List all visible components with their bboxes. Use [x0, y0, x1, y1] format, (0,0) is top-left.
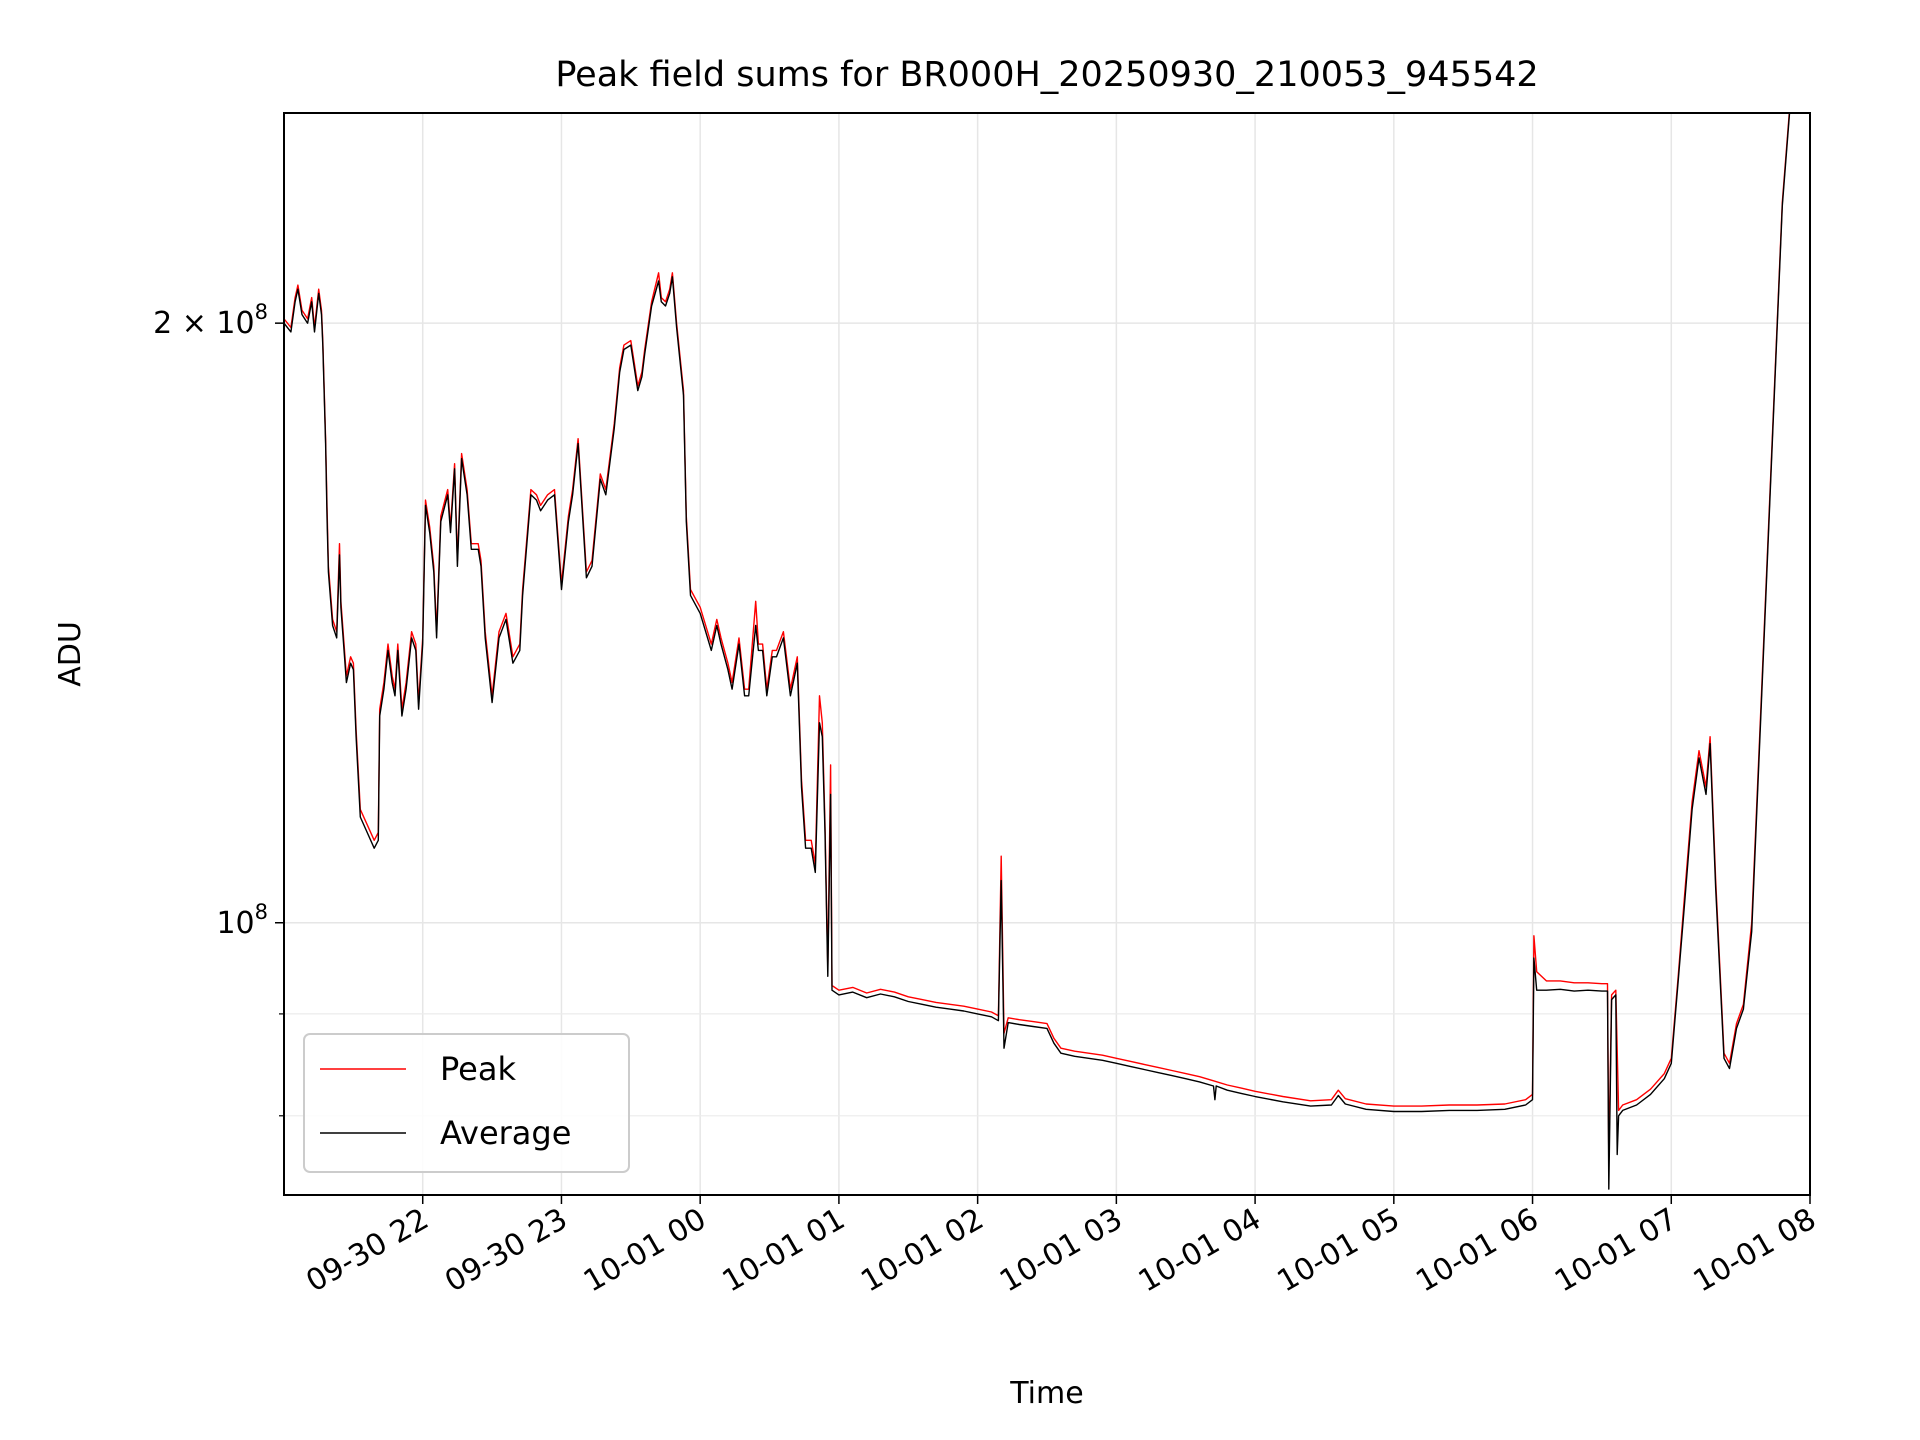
series-line-average — [284, 113, 1791, 1190]
chart-title: Peak field sums for BR000H_20250930_2100… — [555, 55, 1538, 95]
x-axis-label: Time — [1009, 1376, 1083, 1411]
plot-frame — [283, 112, 1811, 1196]
legend-label-average: Average — [440, 1114, 571, 1152]
legend: Peak Average — [303, 1033, 630, 1173]
legend-label-peak: Peak — [440, 1050, 516, 1088]
y-tick-label: 2 × 108 — [153, 300, 268, 341]
grid — [284, 113, 1810, 1195]
y-tick-label: 108 — [216, 900, 268, 941]
y-axis: 2 × 108 108 — [153, 300, 284, 1117]
series-group — [284, 113, 1791, 1190]
y-axis-label: ADU — [53, 621, 88, 687]
